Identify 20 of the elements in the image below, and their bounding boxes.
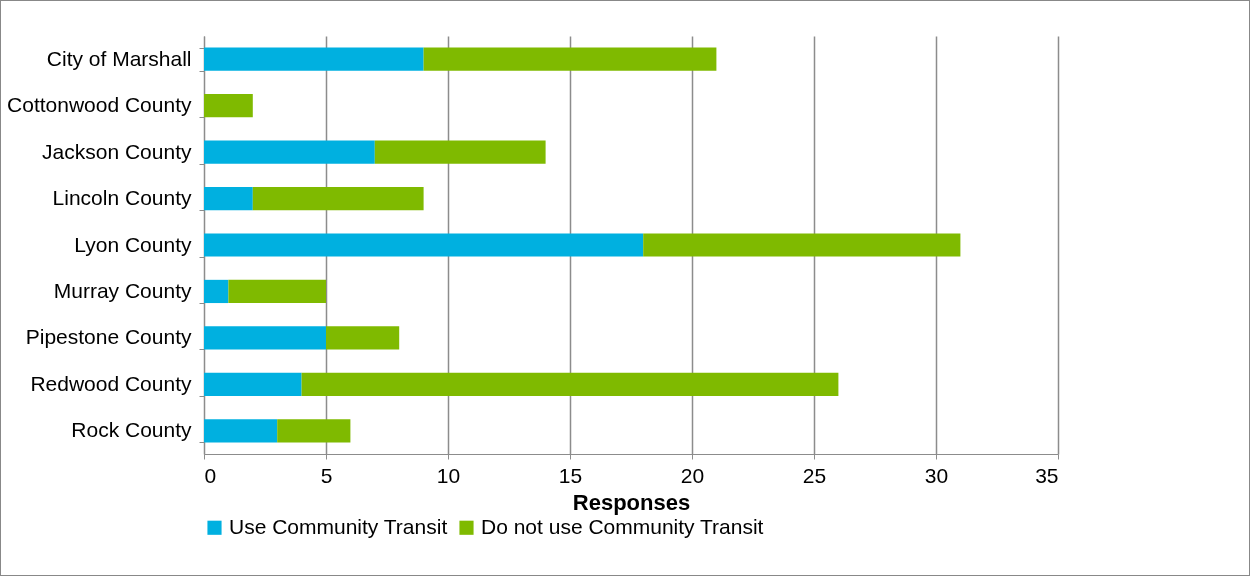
legend-label: Use Community Transit (229, 514, 448, 538)
y-tick-label: Redwood County (30, 371, 192, 395)
y-tick-label: Cottonwood County (7, 93, 192, 117)
y-tick-label: City of Marshall (46, 46, 192, 70)
x-tick-label: 35 (1035, 463, 1059, 487)
x-tick-label: 20 (680, 463, 705, 487)
x-tick-label: 5 (320, 463, 333, 487)
legend-label: Do not use Community Transit (481, 514, 764, 538)
y-tick-label: Jackson County (42, 139, 192, 163)
y-tick-label: Lyon County (74, 232, 192, 256)
x-tick-label: 30 (924, 463, 949, 487)
y-tick-label: Murray County (53, 278, 192, 302)
x-tick-label: 0 (204, 463, 217, 487)
x-tick-label: 15 (558, 463, 583, 487)
x-tick-label: 10 (436, 463, 461, 487)
x-tick-label: 25 (802, 463, 827, 487)
y-tick-label: Pipestone County (25, 325, 192, 349)
y-tick-label: Rock County (71, 418, 192, 442)
x-axis-title: Responses (572, 489, 691, 515)
y-tick-label: Lincoln County (52, 186, 192, 210)
